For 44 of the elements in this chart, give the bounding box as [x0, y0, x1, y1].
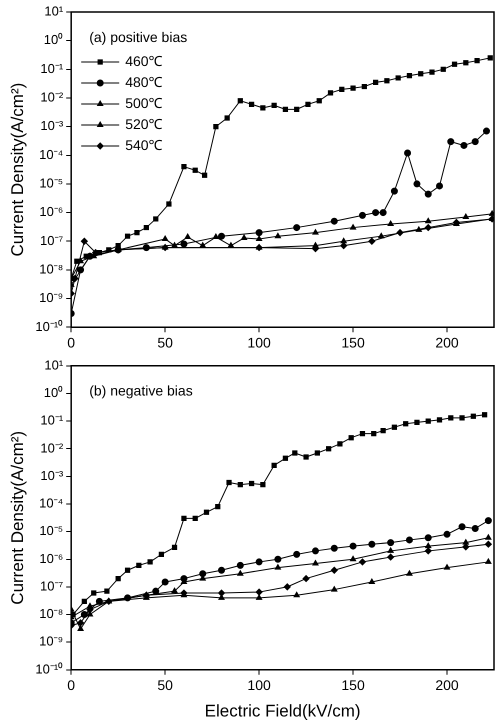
y-tick-label: 10⁻¹	[40, 60, 64, 76]
y-tick-label: 10⁻⁴	[39, 146, 64, 162]
x-axis-title: Electric Field(kV/cm)	[204, 701, 361, 720]
y-tick-label: 10⁻⁶	[39, 204, 64, 220]
x-tick-label: 150	[341, 677, 365, 694]
y-tick-label: 10⁻²	[40, 90, 64, 105]
y-axis-title: Current Density(A/cm²)	[8, 82, 27, 257]
y-tick-label: 10⁻⁸	[39, 261, 64, 276]
y-tick-label: 10⁻⁹	[39, 290, 64, 306]
y-tick-label: 10⁻⁷	[40, 578, 64, 594]
legend-label: 520℃	[125, 116, 163, 132]
legend-label: 480℃	[125, 74, 163, 90]
y-tick-label: 10⁰	[44, 385, 64, 400]
x-tick-label: 50	[157, 677, 174, 694]
y-tick-label: 10⁻¹⁰	[35, 318, 64, 334]
y-tick-label: 10⁻⁴	[39, 496, 64, 511]
y-tick-label: 10⁻¹⁰	[35, 661, 64, 676]
x-tick-label: 200	[435, 334, 459, 350]
y-tick-label: 10⁻³	[40, 468, 64, 483]
y-tick-label: 10⁻⁵	[39, 176, 64, 191]
x-tick-label: 0	[67, 677, 76, 694]
y-tick-label: 10⁻⁸	[39, 606, 64, 622]
x-tick-label: 150	[341, 334, 365, 350]
y-tick-label: 10¹	[44, 357, 64, 372]
y-tick-label: 10¹	[44, 4, 64, 19]
y-tick-label: 10⁻²	[40, 440, 64, 456]
y-tick-label: 10⁻⁷	[40, 232, 64, 248]
legend-label: 460℃	[125, 52, 163, 69]
annotation: (b) negative bias	[89, 382, 193, 399]
x-tick-label: 100	[247, 334, 271, 350]
legend-label: 500℃	[125, 94, 163, 111]
annotation: (a) positive bias	[89, 28, 188, 45]
legend-label: 540℃	[125, 136, 163, 153]
y-tick-label: 10⁻⁶	[39, 550, 64, 566]
y-axis-title: Current Density(A/cm²)	[8, 430, 27, 605]
x-tick-label: 0	[67, 334, 76, 350]
x-tick-label: 200	[435, 677, 459, 694]
y-tick-label: 10⁻¹	[40, 412, 64, 428]
y-tick-label: 10⁻⁵	[39, 523, 64, 538]
y-tick-label: 10⁻³	[40, 118, 64, 134]
x-tick-label: 100	[247, 677, 271, 694]
y-tick-label: 10⁻⁹	[39, 634, 64, 649]
y-tick-label: 10⁰	[44, 32, 64, 48]
x-tick-label: 50	[157, 334, 174, 350]
